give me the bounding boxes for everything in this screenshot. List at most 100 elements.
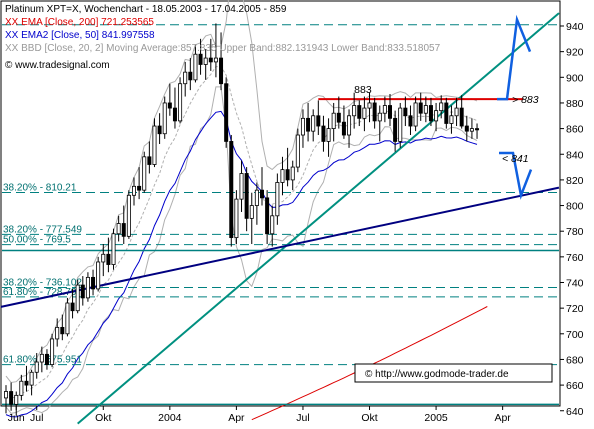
candle-body: [9, 391, 14, 405]
bearish-scenario-arrow: [499, 151, 533, 200]
x-tick-label: Jun: [8, 412, 25, 424]
candle-body: [347, 115, 352, 136]
candle-body: [259, 189, 264, 199]
bullish-scenario-arrow: [497, 14, 532, 101]
candle-body: [249, 205, 254, 219]
candle-body: [311, 115, 316, 132]
candle-body: [316, 115, 321, 127]
candle-body: [464, 125, 469, 132]
y-tick-label: 760: [566, 252, 584, 264]
x-tick-label: 2005: [424, 412, 448, 424]
candle-body: [29, 371, 34, 386]
candle-body: [270, 215, 275, 235]
candle-body: [341, 121, 346, 136]
y-tick-label: 820: [566, 175, 584, 187]
candle-body: [265, 197, 270, 235]
candle-body: [459, 107, 464, 127]
candle-body: [239, 173, 244, 200]
bollinger-legend: XX BBD [Close, 20, 2] Moving Average:857…: [5, 43, 441, 54]
candle-body: [234, 198, 239, 239]
y-tick-label: 900: [566, 72, 584, 84]
uptrend-line: [77, 12, 560, 425]
bollinger-upper-line: [5, 0, 478, 384]
candle-body: [449, 115, 454, 124]
ema200-legend: XX EMA [Close, 200] 721.253565: [5, 17, 154, 28]
candle-body: [377, 112, 382, 122]
candle-body: [306, 117, 311, 132]
candle-body: [372, 102, 377, 122]
candle-body: [229, 141, 234, 239]
ema50-line: [5, 110, 478, 418]
fib-level-label: 38.20% - 777.549: [3, 224, 82, 235]
candle-body: [408, 115, 413, 127]
candle-body: [362, 107, 367, 119]
candle-body: [213, 57, 218, 63]
y-tick-label: 860: [566, 124, 584, 136]
candle-body: [475, 128, 480, 131]
candle-body: [65, 302, 70, 335]
fib-level-label: 38.20% - 810.21: [3, 182, 77, 193]
candle-body: [336, 112, 341, 123]
candle-body: [39, 353, 44, 363]
candle-body: [454, 107, 459, 117]
candle-body: [137, 185, 142, 191]
candle-body: [403, 107, 408, 117]
candle-body: [70, 302, 75, 312]
candle-body: [14, 394, 19, 405]
candle-body: [413, 102, 418, 127]
candle-body: [75, 284, 80, 312]
candle-body: [387, 105, 392, 119]
candle-body: [382, 105, 387, 114]
candle-body: [80, 284, 85, 299]
candle-body: [331, 112, 336, 129]
x-tick-label: 2004: [158, 412, 182, 424]
candle-body: [44, 353, 49, 365]
y-tick-label: 880: [566, 98, 584, 110]
candle-body: [393, 117, 398, 142]
candle-body: [24, 380, 29, 386]
y-tick-label: 640: [566, 406, 584, 418]
candle-body: [352, 105, 357, 117]
y-tick-label: 680: [566, 354, 584, 366]
candle-body: [178, 83, 183, 122]
candle-body: [326, 128, 331, 142]
candle-body: [398, 107, 403, 142]
candle-body: [254, 189, 259, 206]
candle-body: [357, 105, 362, 119]
fib-level-label: 50.00% - 769.5: [3, 235, 71, 246]
candle-body: [147, 156, 152, 165]
candle-body: [428, 105, 433, 122]
candle-body: [295, 134, 300, 168]
candle-body: [111, 233, 116, 265]
candle-body: [321, 125, 326, 142]
candle-body: [142, 156, 147, 191]
y-tick-label: 940: [566, 21, 584, 33]
y-tick-label: 700: [566, 329, 584, 341]
candle-body: [280, 169, 285, 183]
candle-body: [444, 102, 449, 124]
candle-body: [300, 117, 305, 136]
y-tick-label: 720: [566, 303, 584, 315]
candle-body: [285, 169, 290, 181]
candle-body: [106, 253, 111, 265]
candle-body: [34, 361, 39, 373]
candle-body: [193, 53, 198, 81]
resistance-label: 883: [354, 84, 372, 96]
candle-body: [203, 57, 208, 65]
candle-body: [60, 326, 65, 335]
candle-body: [290, 166, 295, 181]
candle-body: [418, 102, 423, 114]
candle-body: [121, 223, 126, 237]
fib-level-label: 61.80% - 728.79: [3, 287, 77, 298]
x-tick-label: Jul: [30, 412, 43, 424]
candle-body: [101, 253, 106, 263]
watermark-text: © http://www.godmode-trader.de: [365, 369, 509, 380]
candle-body: [469, 128, 474, 132]
candle-body: [198, 53, 203, 65]
candle-body: [439, 102, 444, 112]
candle-body: [157, 125, 162, 135]
candle-body: [116, 223, 121, 235]
candle-body: [367, 102, 372, 109]
x-tick-label: Jul: [296, 412, 309, 424]
